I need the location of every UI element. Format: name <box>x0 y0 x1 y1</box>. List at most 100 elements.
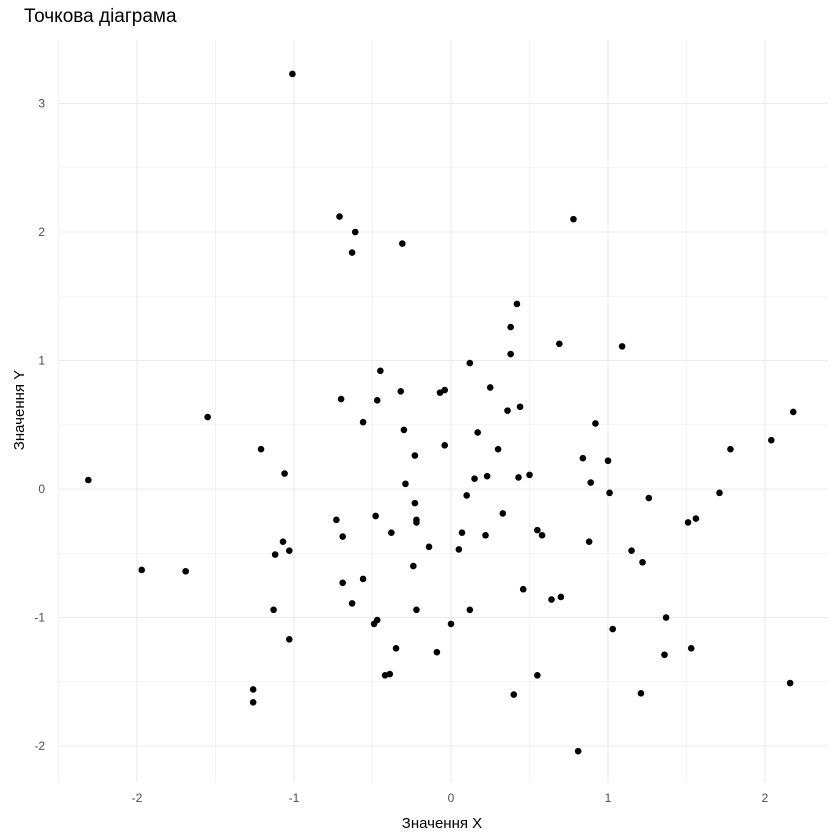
data-point <box>684 519 692 526</box>
data-point <box>373 397 381 404</box>
data-point <box>458 529 466 536</box>
data-point <box>592 420 599 427</box>
data-point <box>609 625 617 633</box>
data-point <box>466 606 474 614</box>
data-point <box>504 407 511 414</box>
data-point <box>249 699 257 706</box>
data-point <box>138 566 146 574</box>
data-point <box>556 340 563 348</box>
x-axis-title: Значення X <box>402 815 482 832</box>
data-point <box>271 551 279 558</box>
data-point <box>557 593 565 601</box>
y-tick-label: -1 <box>34 611 45 625</box>
x-axis-ticks: -2 -1 0 1 2 <box>132 791 769 805</box>
data-point <box>425 543 433 551</box>
data-point <box>628 547 635 554</box>
data-point <box>270 606 277 614</box>
data-point <box>570 215 577 223</box>
y-axis-ticks: -2 -1 0 1 2 3 <box>34 97 45 754</box>
major-gridlines <box>58 40 828 782</box>
y-tick-label: 3 <box>38 97 45 111</box>
data-point <box>413 606 420 614</box>
data-point <box>402 480 409 488</box>
data-point <box>249 686 257 693</box>
x-tick-label: -1 <box>289 791 300 805</box>
data-point <box>519 585 527 593</box>
data-point <box>767 436 775 444</box>
data-point <box>716 489 723 497</box>
data-point <box>534 672 541 679</box>
data-point <box>687 645 695 652</box>
data-point <box>474 429 481 436</box>
data-point <box>645 494 653 502</box>
data-point <box>348 600 356 607</box>
data-point <box>397 388 405 395</box>
data-point <box>538 531 546 539</box>
x-tick-label: -2 <box>132 791 143 805</box>
data-point <box>381 672 389 679</box>
data-point <box>579 454 587 462</box>
data-point <box>513 300 521 308</box>
data-point <box>515 474 522 481</box>
data-point <box>377 367 384 375</box>
data-point <box>637 690 645 697</box>
data-point <box>359 575 367 583</box>
data-point <box>336 213 343 220</box>
data-point <box>585 538 593 545</box>
data-point <box>455 546 463 553</box>
data-point <box>662 614 670 621</box>
data-point <box>289 70 296 78</box>
y-axis-title: Значення Y <box>11 370 28 450</box>
data-point <box>400 426 408 434</box>
data-point <box>351 228 359 236</box>
data-point <box>587 479 595 486</box>
data-point <box>463 492 471 499</box>
data-point <box>433 648 441 656</box>
data-point <box>413 519 420 526</box>
data-point <box>370 620 378 628</box>
data-point <box>392 645 400 652</box>
data-point <box>399 240 406 247</box>
data-point <box>510 691 518 698</box>
data-point <box>333 516 340 524</box>
data-point <box>285 547 293 554</box>
data-point <box>574 747 582 755</box>
data-point <box>618 343 626 350</box>
data-point <box>526 471 533 479</box>
data-point <box>257 445 265 453</box>
data-point <box>507 350 514 358</box>
data-point <box>604 457 612 465</box>
data-point <box>471 475 478 483</box>
data-point <box>727 445 734 453</box>
data-point <box>388 529 395 536</box>
data-point <box>410 562 417 570</box>
x-tick-label: 1 <box>605 791 612 805</box>
chart-title: Точкова діаграма <box>24 6 177 27</box>
data-point <box>606 489 613 497</box>
x-tick-label: 2 <box>762 791 769 805</box>
data-point <box>411 499 419 507</box>
data-point <box>339 533 346 540</box>
data-point <box>548 596 555 603</box>
data-point <box>441 442 449 449</box>
data-point <box>359 418 367 426</box>
data-point <box>339 579 346 587</box>
data-point <box>692 515 700 522</box>
data-point <box>499 510 507 517</box>
data-point <box>661 651 668 659</box>
data-point <box>204 413 211 421</box>
data-point <box>789 408 797 416</box>
data-point <box>786 679 794 687</box>
data-point <box>447 620 455 628</box>
data-points <box>85 70 797 755</box>
data-point <box>494 445 502 453</box>
data-point <box>441 386 449 394</box>
data-point <box>182 567 189 575</box>
data-point <box>337 395 345 403</box>
data-point <box>348 249 356 256</box>
data-point <box>534 526 541 534</box>
data-point <box>372 512 379 520</box>
data-point <box>279 538 287 545</box>
y-tick-label: -2 <box>34 739 45 753</box>
